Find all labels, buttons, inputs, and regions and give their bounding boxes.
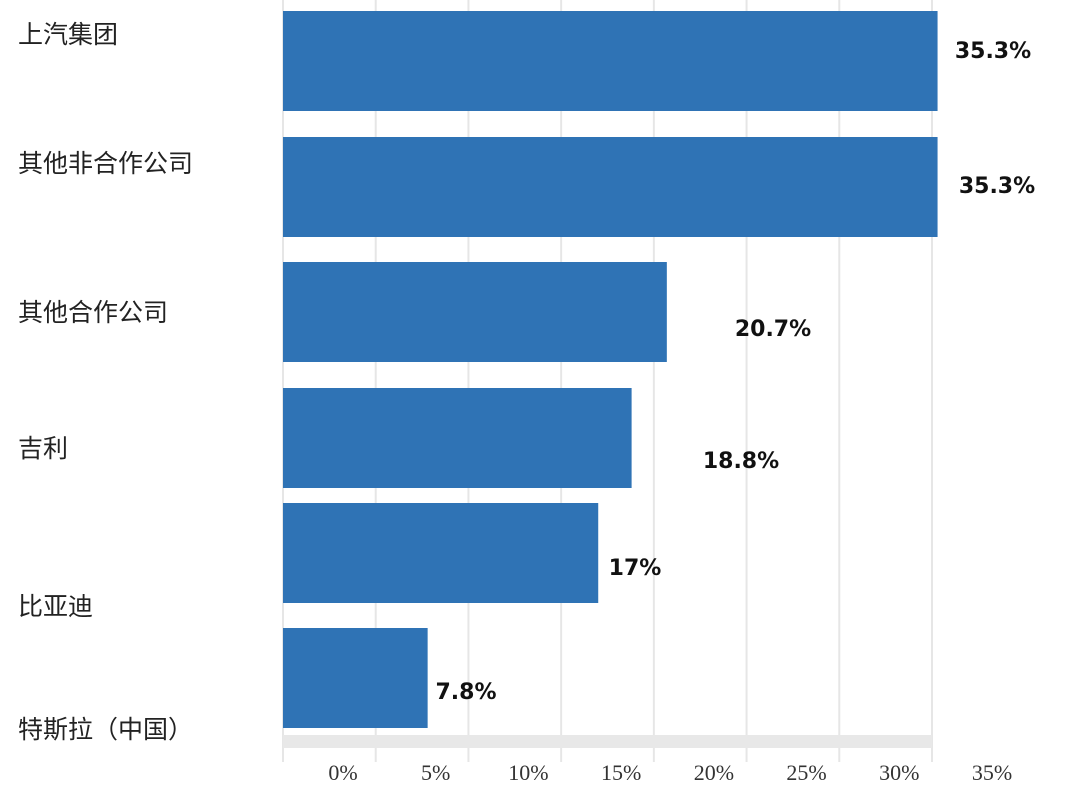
bar	[283, 388, 632, 488]
axis-band	[283, 735, 932, 748]
category-label: 其他合作公司	[18, 298, 168, 327]
x-tick-label: 10%	[508, 760, 548, 785]
category-label: 吉利	[18, 434, 68, 463]
x-tick-label: 5%	[421, 760, 450, 785]
category-label: 比亚迪	[18, 592, 93, 621]
value-label: 7.8%	[435, 680, 496, 705]
x-tick-label: 35%	[972, 760, 1012, 785]
bar	[283, 628, 428, 728]
value-label: 35.3%	[959, 174, 1035, 199]
x-tick-label: 30%	[879, 760, 919, 785]
bar	[283, 11, 938, 111]
bar	[283, 137, 938, 237]
bar	[283, 262, 667, 362]
category-label: 特斯拉（中国）	[18, 715, 193, 744]
x-tick-label: 20%	[694, 760, 734, 785]
value-label: 17%	[609, 556, 662, 581]
value-label: 18.8%	[703, 449, 779, 474]
x-tick-label: 0%	[328, 760, 357, 785]
category-label: 上汽集团	[18, 20, 118, 49]
value-label: 20.7%	[735, 317, 811, 342]
value-label: 35.3%	[955, 39, 1031, 64]
bar	[283, 503, 599, 603]
x-tick-label: 25%	[786, 760, 826, 785]
category-label: 其他非合作公司	[18, 149, 193, 178]
x-tick-label: 15%	[601, 760, 641, 785]
